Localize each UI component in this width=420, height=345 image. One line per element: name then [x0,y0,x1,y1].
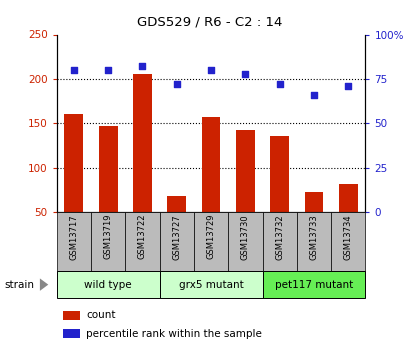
Bar [262,212,297,271]
Text: GSM13719: GSM13719 [104,214,113,259]
Bar [63,329,80,338]
Bar [297,212,331,271]
Text: percentile rank within the sample: percentile rank within the sample [86,328,262,338]
Bar [167,196,186,212]
Point [208,67,215,73]
Text: GSM13733: GSM13733 [310,214,318,260]
Bar [64,115,83,212]
Text: GSM13734: GSM13734 [344,214,353,259]
Point [345,83,352,89]
Text: GSM13727: GSM13727 [172,214,181,259]
Text: GSM13722: GSM13722 [138,214,147,259]
Text: strain: strain [4,280,34,289]
Text: wild type: wild type [84,280,132,289]
Point [173,81,180,87]
Text: grx5 mutant: grx5 mutant [178,280,244,289]
Bar [270,136,289,212]
Text: count: count [86,310,116,321]
Bar [194,212,228,271]
Text: GSM13717: GSM13717 [69,214,79,259]
Bar [57,271,160,298]
Bar [262,271,365,298]
Point [105,67,112,73]
Bar [339,184,358,212]
Bar [91,212,125,271]
Bar [63,311,80,319]
Polygon shape [40,278,48,291]
Bar [202,117,220,212]
Bar [57,212,91,271]
Bar [133,75,152,212]
Point [242,71,249,76]
Bar [160,271,262,298]
Bar [331,212,365,271]
Text: GDS529 / R6 - C2 : 14: GDS529 / R6 - C2 : 14 [137,16,283,29]
Text: pet117 mutant: pet117 mutant [275,280,353,289]
Bar [236,130,255,212]
Bar [125,212,160,271]
Text: GSM13730: GSM13730 [241,214,250,259]
Bar [228,212,262,271]
Bar [304,192,323,212]
Text: GSM13729: GSM13729 [207,214,215,259]
Text: GSM13732: GSM13732 [275,214,284,259]
Point [71,67,77,73]
Point [276,81,283,87]
Bar [160,212,194,271]
Point [139,64,146,69]
Point [310,92,318,98]
Bar [99,126,118,212]
